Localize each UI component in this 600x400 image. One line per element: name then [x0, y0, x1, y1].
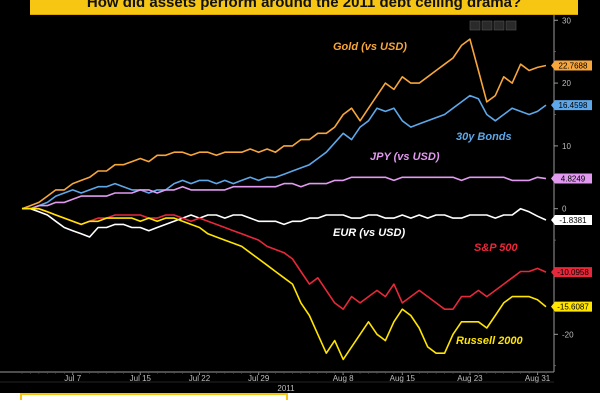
- x-tick-label: Jul 29: [248, 374, 270, 383]
- badge-value: -15.6087: [557, 303, 589, 312]
- series-line-eur-vs-usd: [22, 207, 547, 238]
- x-tick-label: Aug 8: [333, 374, 354, 383]
- last-value-badge-russell-2000: -15.6087: [551, 301, 592, 312]
- close-icon[interactable]: [505, 20, 517, 31]
- series-annotations: Gold (vs USD) 30y Bonds JPY (vs USD) EUR (v…: [333, 41, 524, 347]
- badge-value: 16.4598: [559, 101, 588, 110]
- annotation-russell-2000: Russell 2000: [456, 335, 524, 347]
- x-axis-year-label: 2011: [277, 384, 295, 393]
- minimize-icon[interactable]: [469, 20, 481, 31]
- x-tick-label: Jul 22: [189, 374, 211, 383]
- series-line-russell-2000: [22, 207, 547, 361]
- annotation-s-p-500: S&P 500: [474, 242, 519, 254]
- badge-shape: [551, 301, 592, 312]
- series-line-jpy-vs-usd: [22, 176, 547, 210]
- annotation-jpy-vs-usd: JPY (vs USD): [370, 151, 440, 163]
- maximize-icon[interactable]: [493, 20, 505, 31]
- badge-value: -1.8381: [559, 216, 587, 225]
- x-tick-label: Aug 15: [390, 374, 416, 383]
- badge-value: 4.8249: [561, 175, 586, 184]
- y-tick-label: 30: [562, 16, 571, 25]
- series-line-30y-bonds: [22, 94, 547, 210]
- x-tick-label: Jul 15: [130, 374, 152, 383]
- badge-value: -10.0958: [557, 268, 589, 277]
- series-line-gold-vs-usd: [21, 38, 547, 210]
- annotation-30y-bonds: 30y Bonds: [456, 131, 512, 143]
- badge-shape: [551, 60, 592, 71]
- chart-title: How did assets perform around the 2011 d…: [30, 0, 578, 15]
- series-lines: [21, 38, 547, 361]
- badge-value: 22.7688: [559, 62, 588, 71]
- last-value-badge-eur-vs-usd: -1.8381: [551, 215, 592, 226]
- x-tick-label: Aug 31: [525, 374, 551, 383]
- y-tick-label: -20: [562, 330, 574, 339]
- annotation-eur-vs-usd: EUR (vs USD): [333, 227, 405, 239]
- footer-box: [20, 393, 288, 400]
- badge-shape: [551, 267, 592, 278]
- x-axis-ticks: Jul 7 Jul 15 Jul 22 Jul 29 Aug 8 Aug 15 Aug 23…: [21, 372, 551, 383]
- badge-shape: [551, 100, 592, 111]
- badge-shape: [551, 173, 592, 184]
- restore-icon[interactable]: [481, 20, 493, 31]
- badge-shape: [551, 215, 592, 226]
- window-controls: [469, 20, 517, 31]
- last-value-badges: 22.7688 16.4598 4.8249 -1.8381 -10.0958 -15.6…: [551, 60, 592, 312]
- y-tick-label: 20: [562, 79, 571, 88]
- y-tick-label: 10: [562, 142, 571, 151]
- x-tick-label: Jul 7: [64, 374, 81, 383]
- series-line-s-p-500: [22, 207, 547, 311]
- last-value-badge-jpy-vs-usd: 4.8249: [551, 173, 592, 184]
- last-value-badge-s-p-500: -10.0958: [551, 267, 592, 278]
- y-tick-label: 0: [562, 205, 567, 214]
- last-value-badge-gold-vs-usd: 22.7688: [551, 60, 592, 71]
- annotation-gold-vs-usd: Gold (vs USD): [333, 41, 407, 53]
- x-tick-label: Aug 23: [457, 374, 483, 383]
- last-value-badge-30y-bonds: 16.4598: [551, 100, 592, 111]
